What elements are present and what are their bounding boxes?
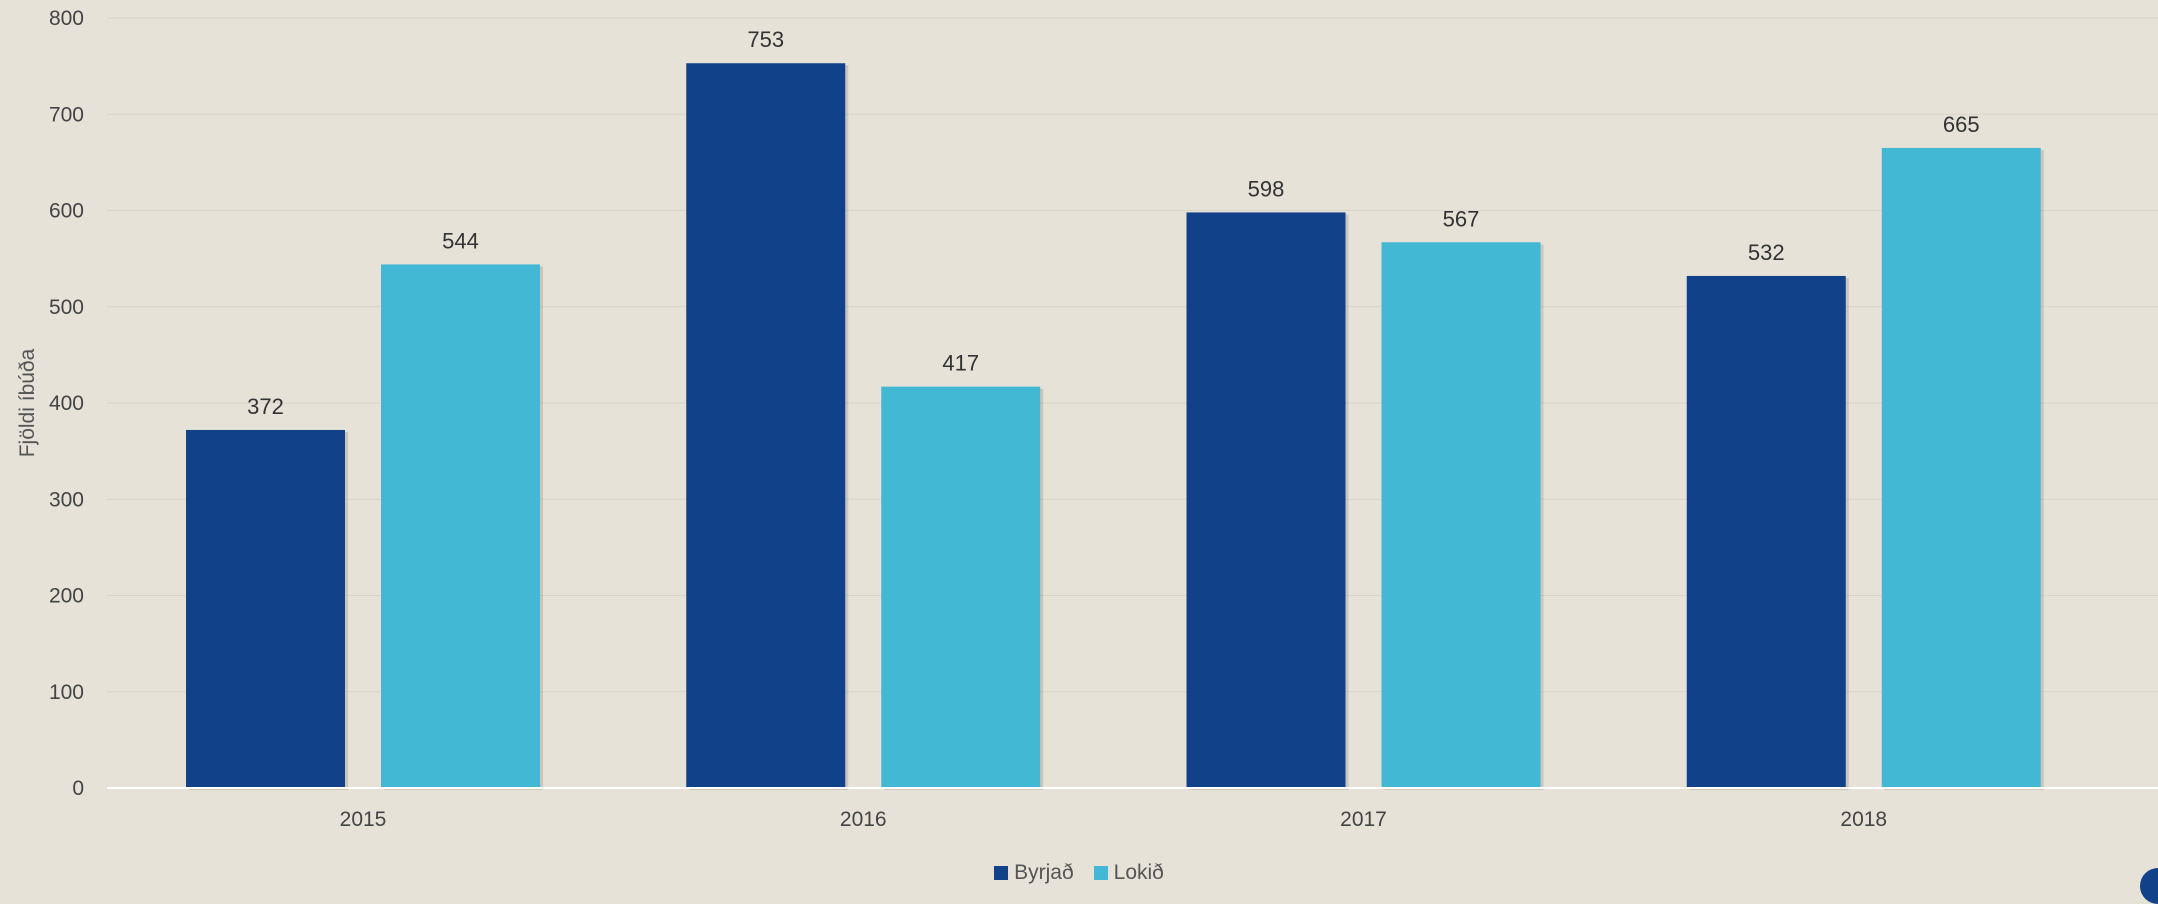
- bar-byrjad-2015: [186, 429, 345, 788]
- y-tick-label: 600: [49, 200, 84, 223]
- data-label: 417: [942, 351, 979, 376]
- legend-swatch-byrjad: [994, 866, 1009, 880]
- x-tick-label: 2016: [840, 808, 887, 831]
- bar-lokid-2015: [381, 264, 540, 788]
- bar-byrjad-2017: [1186, 212, 1346, 789]
- data-label: 665: [1943, 112, 1980, 137]
- bar-lokid-2017: [1381, 242, 1541, 788]
- y-tick-label: 700: [49, 103, 84, 126]
- x-tick-label: 2018: [1840, 808, 1887, 831]
- data-label: 532: [1748, 240, 1785, 265]
- bar-lokid-2016: [881, 386, 1041, 788]
- legend-item-byrjad: Byrjað: [994, 861, 1074, 885]
- legend-swatch-lokid: [1093, 866, 1108, 880]
- legend: Byrjað Lokið: [0, 859, 2158, 887]
- y-axis-title: Fjöldi íbúða: [16, 348, 39, 457]
- data-label: 753: [747, 27, 784, 52]
- bar-lokid-2018: [1881, 147, 2041, 788]
- data-label: 544: [442, 228, 479, 253]
- y-tick-label: 500: [49, 296, 84, 319]
- y-tick-label: 100: [49, 681, 84, 704]
- y-tick-label: 800: [49, 7, 84, 30]
- data-label: 372: [247, 394, 284, 419]
- x-tick-label: 2017: [1340, 808, 1387, 831]
- data-label: 567: [1443, 206, 1480, 231]
- x-tick-label: 2015: [340, 808, 387, 831]
- bar-byrjad-2018: [1686, 275, 1846, 788]
- y-tick-label: 400: [49, 392, 84, 415]
- legend-label-lokid: Lokið: [1113, 861, 1164, 884]
- y-tick-label: 0: [72, 777, 84, 800]
- legend-item-lokid: Lokið: [1093, 861, 1164, 885]
- y-tick-label: 200: [49, 585, 84, 608]
- bar-byrjad-2016: [686, 63, 846, 789]
- legend-label-byrjad: Byrjað: [1014, 861, 1074, 884]
- y-tick-label: 300: [49, 488, 84, 511]
- data-label: 598: [1248, 176, 1285, 201]
